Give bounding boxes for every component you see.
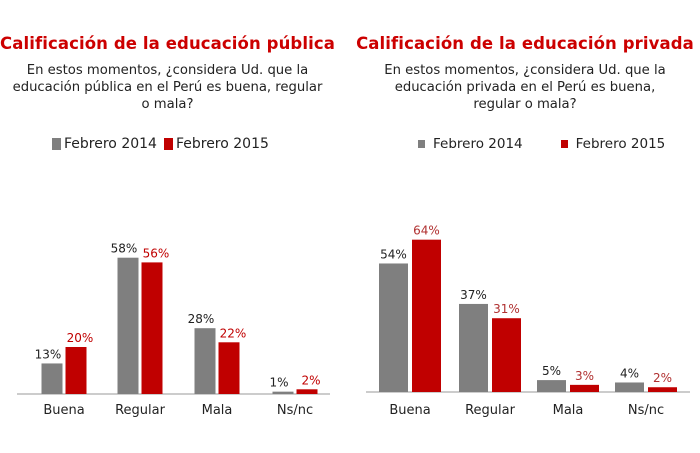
- bar-2015-regular: [492, 318, 521, 392]
- bar-2014-mala: [194, 328, 216, 394]
- legend-item-2014: Febrero 2014: [52, 136, 157, 152]
- bar-2014-buena: [379, 263, 408, 392]
- data-label: 54%: [380, 247, 407, 261]
- data-label: 31%: [493, 302, 520, 316]
- data-label: 56%: [143, 246, 170, 260]
- bar-2014-regular: [117, 257, 139, 394]
- data-label: 4%: [620, 366, 639, 380]
- bar-2015-mala: [570, 384, 599, 392]
- data-label: 1%: [269, 376, 288, 390]
- x-tick-label: Regular: [465, 403, 516, 418]
- legend-swatch-2014: [52, 138, 61, 150]
- x-tick-label: Buena: [389, 403, 430, 418]
- data-label: 58%: [111, 242, 138, 256]
- legend-swatch-2015: [163, 138, 173, 150]
- data-label: 3%: [575, 369, 594, 383]
- x-tick-label: Mala: [202, 403, 233, 418]
- legend-label-2014: Febrero 2014: [64, 136, 157, 152]
- data-label: 20%: [67, 331, 94, 345]
- bar-2014-mala: [537, 380, 566, 392]
- x-tick-label: Ns/nc: [628, 403, 664, 418]
- data-label: 13%: [35, 347, 62, 361]
- x-tick-label: Ns/nc: [277, 403, 313, 418]
- legend-item-2014: Febrero 2014: [418, 136, 523, 152]
- bar-2014-buena: [41, 363, 63, 394]
- bar-chart-public: 13% 20% Buena 58% 56% Regular 28% 22% Mala 1% 2% Ns…: [17, 242, 330, 418]
- data-label: 5%: [542, 364, 561, 378]
- chart-panel-private: Calificación de la educación privada En …: [350, 0, 700, 453]
- x-tick-label: Mala: [553, 403, 584, 418]
- bar-chart-private: 54% 64% Buena 37% 31% Regular 5% 3% Mala 4% 2% Ns/n…: [366, 224, 690, 418]
- legend-label-2015: Febrero 2015: [175, 136, 269, 152]
- bar-2015-nsnc: [648, 387, 677, 392]
- legend-swatch-2014: [418, 140, 425, 148]
- legend-label-2015: Febrero 2015: [575, 136, 666, 152]
- data-label: 64%: [413, 224, 440, 238]
- survey-question: En estos momentos, ¿considera Ud. que la…: [384, 63, 666, 112]
- chart-title: Calificación de la educación pública: [0, 34, 335, 53]
- legend-swatch-2015: [560, 140, 568, 148]
- bar-2014-nsnc: [615, 382, 644, 392]
- legend-label-2014: Febrero 2014: [433, 136, 523, 152]
- bar-2015-nsnc: [296, 389, 318, 394]
- data-label: 28%: [188, 312, 215, 326]
- data-label: 37%: [460, 288, 487, 302]
- legend: Febrero 2014 Febrero 2015: [52, 136, 269, 152]
- data-label: 22%: [220, 326, 247, 340]
- x-tick-label: Regular: [115, 403, 166, 418]
- chart-panel-public: Calificación de la educación pública En …: [0, 0, 335, 453]
- x-tick-label: Buena: [43, 403, 84, 418]
- legend: Febrero 2014 Febrero 2015: [418, 136, 665, 152]
- legend-item-2015: Febrero 2015: [560, 136, 666, 152]
- data-label: 2%: [653, 371, 672, 385]
- survey-question: En estos momentos, ¿considera Ud. que la…: [12, 63, 323, 112]
- bar-2014-nsnc: [272, 391, 294, 394]
- bar-2014-regular: [459, 303, 488, 392]
- bar-2015-buena: [412, 239, 441, 392]
- bar-2015-buena: [65, 347, 87, 394]
- legend-item-2015: Febrero 2015: [163, 136, 269, 152]
- data-label: 2%: [301, 373, 320, 387]
- bar-2015-regular: [141, 262, 163, 394]
- bar-2015-mala: [218, 342, 240, 394]
- chart-title: Calificación de la educación privada: [356, 34, 694, 53]
